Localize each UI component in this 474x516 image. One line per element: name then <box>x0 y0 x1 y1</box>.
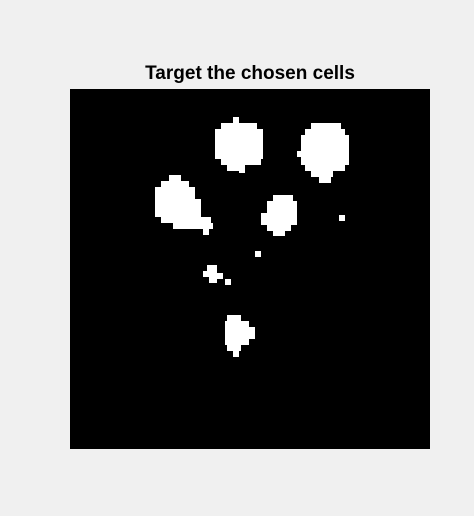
binary-mask-image[interactable] <box>70 89 430 449</box>
cell-blob <box>297 123 349 183</box>
cell-speck <box>255 215 345 257</box>
cell-blob <box>155 175 213 235</box>
mask-canvas <box>70 89 430 449</box>
cell-blob <box>215 117 263 173</box>
cell-cluster <box>203 265 231 285</box>
axes-title: Target the chosen cells <box>145 63 355 84</box>
cell-blob <box>261 195 297 236</box>
cell-blob <box>225 315 255 357</box>
